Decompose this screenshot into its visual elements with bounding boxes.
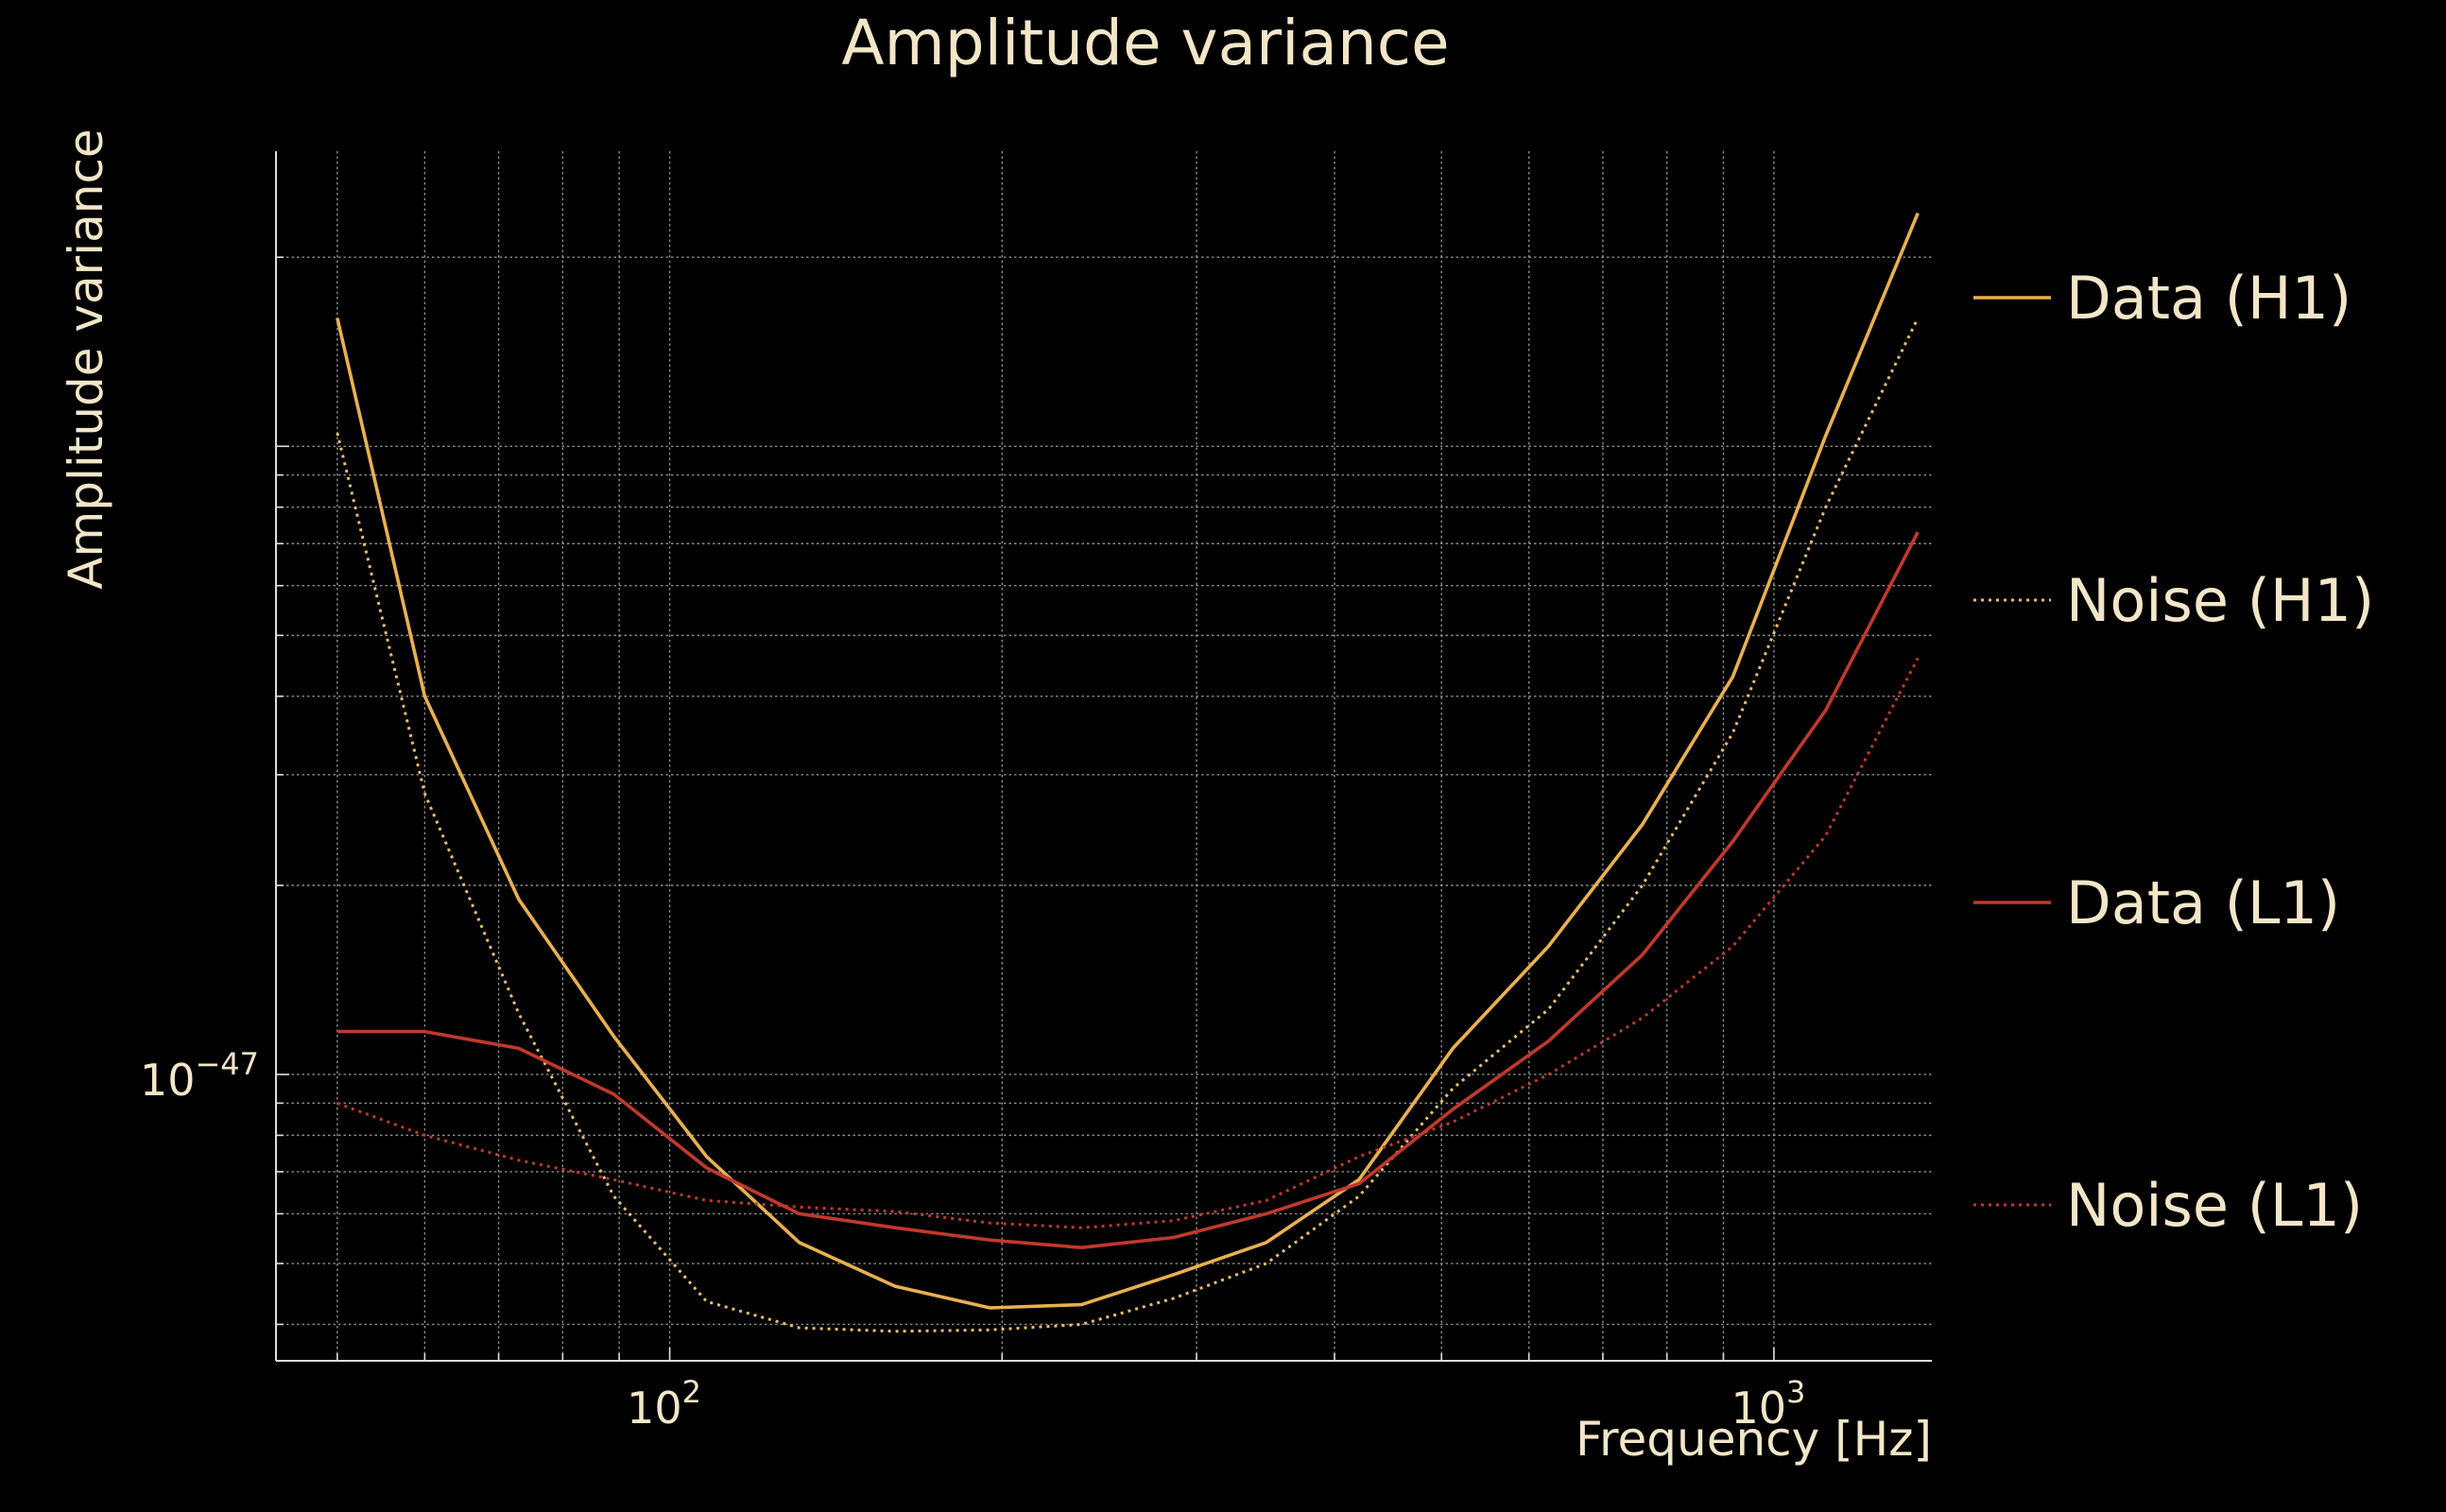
series-lines	[336, 212, 1920, 1333]
chart-title: Amplitude variance	[841, 7, 1449, 79]
axes: 102 103 10−47	[140, 151, 1932, 1434]
x-tick-label: 102	[627, 1374, 701, 1434]
x-axis-label: Frequency [Hz]	[1576, 1412, 1932, 1467]
series-line-data-l1	[336, 531, 1920, 1249]
legend-label: Noise (L1)	[2066, 1171, 2363, 1240]
legend: Data (H1) Noise (H1) Data (L1) Noise (L1)	[1973, 264, 2374, 1240]
legend-label: Data (H1)	[2066, 264, 2351, 333]
legend-label: Data (L1)	[2066, 868, 2340, 937]
series-line-noise-h1	[336, 317, 1920, 1333]
series-line-data-h1	[336, 212, 1920, 1310]
x-tick-label: 103	[1731, 1374, 1805, 1434]
y-tick-label: 10−47	[140, 1046, 259, 1106]
legend-label: Noise (H1)	[2066, 566, 2374, 635]
y-axis-label: Amplitude variance	[59, 129, 113, 589]
grid	[276, 151, 1932, 1361]
series-line-noise-l1	[336, 657, 1920, 1229]
